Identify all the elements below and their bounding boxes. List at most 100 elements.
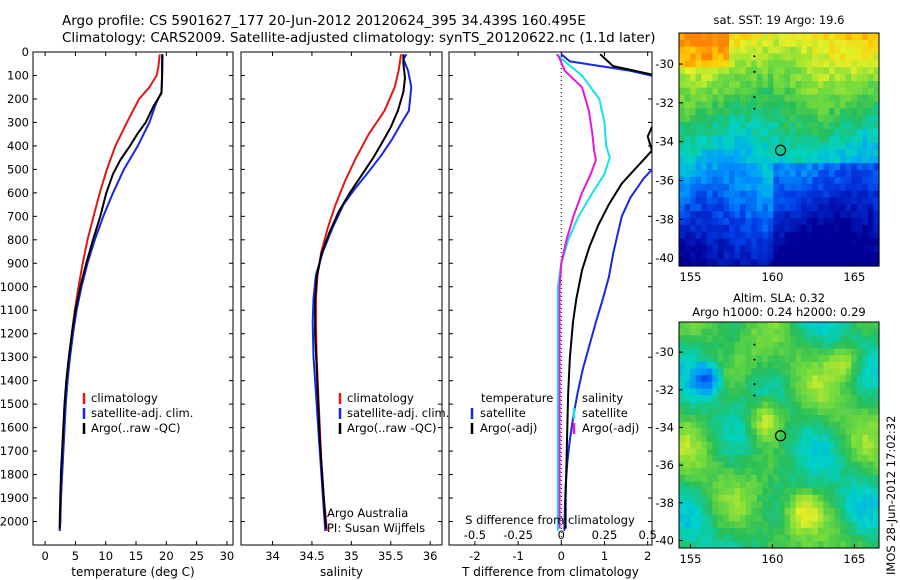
- sla-map-ytick-label: -36: [655, 458, 674, 472]
- legend-entry: Argo(..raw -QC): [91, 421, 181, 435]
- sla-map-cells: [679, 322, 880, 549]
- panel-2-xtick-label: -1: [512, 549, 523, 563]
- panel-0-xtick-label: 30: [220, 549, 235, 563]
- sst-map-xtick-label: 165: [843, 270, 865, 284]
- legend-entry: satellite-adj. clim.: [347, 406, 449, 420]
- sst-map-frame: [678, 32, 880, 267]
- panel-2-xtick-label: 2: [644, 549, 651, 563]
- panel-2-s-difference-label: S difference from climatology: [465, 513, 635, 527]
- panel-2-frame: [448, 51, 653, 546]
- annotation-pi-name: PI: Susan Wijffels: [327, 521, 425, 535]
- panel-0-xtick-label: 10: [98, 549, 113, 563]
- panel-2-xlabel: T difference from climatology: [461, 565, 639, 579]
- panel-2-series-group: [555, 52, 652, 545]
- depth-tick-label: 500: [7, 162, 29, 176]
- panel-0-xtick-label: 20: [159, 549, 174, 563]
- sst-map-float-track: [753, 55, 756, 110]
- sst-map-ytick-label: -38: [655, 212, 674, 226]
- panel-2-s-tick-label: 0.25: [592, 528, 618, 542]
- panel-1-series-group: [311, 53, 413, 531]
- panel-2-s-tick-label: 0.5: [639, 528, 657, 542]
- depth-tick-label: 1700: [0, 444, 29, 458]
- sst-map-ytick-label: -36: [655, 174, 674, 188]
- series-line-2-2: [599, 53, 652, 76]
- series-line-1-2: [314, 54, 406, 529]
- panel-1-xtick-label: 36: [423, 549, 438, 563]
- panel-0-xlabel: temperature (deg C): [71, 565, 194, 579]
- legend-entry: climatology: [347, 391, 414, 405]
- legend-entry: satellite: [582, 406, 628, 420]
- sst-map-title: sat. SST: 19 Argo: 19.6: [714, 13, 845, 27]
- panel-0-xtick-label: 0: [41, 549, 48, 563]
- panel-1-xtick-label: 35: [344, 549, 359, 563]
- panel-0-xtick-label: 25: [189, 549, 204, 563]
- depth-tick-label: 100: [7, 68, 29, 82]
- sla-map-ytick-label: -40: [655, 533, 674, 547]
- panel-2-s-tick-label: 0: [558, 528, 565, 542]
- depth-tick-label: 300: [7, 115, 29, 129]
- legend-entry: climatology: [91, 391, 158, 405]
- sst-map-ytick-label: -30: [655, 57, 674, 71]
- sla-map-ytick-label: -34: [655, 420, 674, 434]
- depth-tick-label: 900: [7, 256, 29, 270]
- depth-tick-label: 1100: [0, 303, 29, 317]
- depth-tick-label: 2000: [0, 515, 29, 529]
- sla-map-frame: [678, 321, 880, 549]
- figure-title-line1: Argo profile: CS 5901627_177 20-Jun-2012…: [62, 13, 586, 29]
- sla-map-xtick-label: 160: [761, 552, 783, 566]
- sst-map-xtick-label: 155: [679, 270, 701, 284]
- panel-0-xtick-label: 5: [72, 549, 79, 563]
- depth-tick-label: 1200: [0, 327, 29, 341]
- depth-tick-label: 1400: [0, 374, 29, 388]
- legend-entry: Argo(..raw -QC): [347, 421, 437, 435]
- panel-2-xtick-label: -2: [469, 549, 480, 563]
- sla-map-ytick-label: -32: [655, 383, 674, 397]
- legend-title-temperature: temperature: [481, 391, 553, 405]
- panel-2-s-tick-label: -0.5: [464, 528, 486, 542]
- panel-0-series-group: [58, 54, 164, 531]
- panel-1-xtick-label: 34: [265, 549, 280, 563]
- depth-tick-label: 600: [7, 186, 29, 200]
- depth-tick-label: 1900: [0, 491, 29, 505]
- sst-map-cells: [679, 33, 880, 267]
- depth-tick-label: 200: [7, 92, 29, 106]
- series-line-2-3: [564, 124, 652, 529]
- legend-entry: Argo(-adj): [582, 421, 639, 435]
- legend-title-salinity: salinity: [582, 391, 623, 405]
- series-line-0-2: [58, 54, 164, 529]
- depth-tick-label: 1300: [0, 350, 29, 364]
- depth-tick-label: 400: [7, 139, 29, 153]
- sst-map-ytick-label: -34: [655, 135, 674, 149]
- sla-map-ytick-label: -38: [655, 496, 674, 510]
- annotation-argo-australia: Argo Australia: [327, 506, 408, 520]
- sst-map-xtick-label: 160: [761, 270, 783, 284]
- figure-title-line2: Climatology: CARS2009. Satellite-adjuste…: [62, 30, 656, 46]
- sst-map-ytick-label: -40: [655, 251, 674, 265]
- imos-timestamp: IMOS 28-Jun-2012 17:02:32: [884, 415, 898, 575]
- panel-2-xtick-label: 1: [601, 549, 608, 563]
- legend-entry: satellite-adj. clim.: [91, 406, 193, 420]
- legend-entry: satellite: [480, 406, 526, 420]
- sla-map-subtitle: Argo h1000: 0.24 h2000: 0.29: [692, 305, 865, 319]
- panel-1-xtick-label: 34.5: [299, 549, 325, 563]
- panel-1-xlabel: salinity: [320, 565, 363, 579]
- depth-tick-label: 1600: [0, 421, 29, 435]
- sla-map-float-track: [753, 343, 756, 397]
- series-line-0-1: [58, 54, 164, 531]
- depth-tick-label: 1800: [0, 468, 29, 482]
- depth-tick-label: 800: [7, 233, 29, 247]
- sst-map-argo-marker: [774, 144, 787, 156]
- panel-2-s-tick-label: -0.25: [503, 528, 533, 542]
- depth-tick-label: 700: [7, 209, 29, 223]
- depth-tick-label: 1500: [0, 397, 29, 411]
- sla-map-argo-marker: [774, 430, 787, 442]
- series-line-2-4: [555, 53, 611, 531]
- sla-map-xtick-label: 155: [679, 552, 701, 566]
- panel-0-frame: [32, 51, 234, 546]
- sla-map-title: Altim. SLA: 0.32: [733, 291, 825, 305]
- panel-0-xtick-label: 15: [129, 549, 144, 563]
- series-line-2-5: [556, 53, 597, 529]
- panel-1-xtick-label: 35.5: [378, 549, 404, 563]
- panel-2-xtick-label: 0: [558, 549, 565, 563]
